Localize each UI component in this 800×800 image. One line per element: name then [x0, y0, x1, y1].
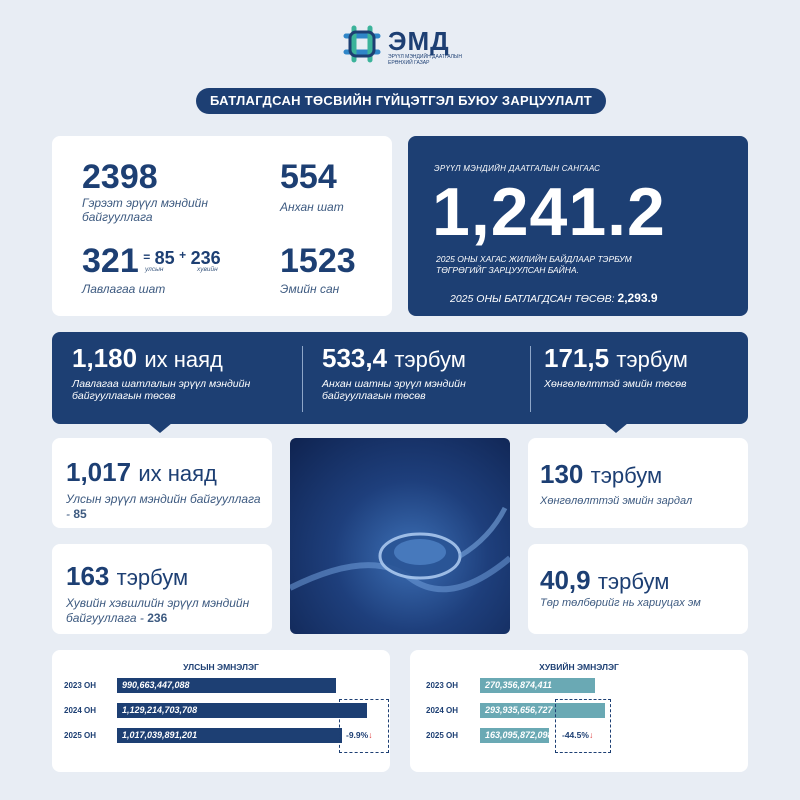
- private-hospital-chart: ХУВИЙН ЭМНЭЛЭГ 2023 ОН 270,356,874,411 202…: [410, 650, 748, 772]
- approved-budget-label: 2025 ОНЫ БАТЛАГДСАН ТӨСӨВ:: [450, 293, 615, 305]
- plus-sign: +: [179, 248, 187, 262]
- state-paid-drugs-card: 40,9 тэрбум Төр төлбөрийг нь хариуцах эм: [528, 544, 748, 634]
- drug-amount: 130: [540, 459, 584, 489]
- bar-value-label: 270,356,874,411: [485, 680, 552, 690]
- facility-stats-card: 2398 Гэрээт эрүүл мэндийн байгууллага 55…: [52, 136, 392, 316]
- private-word: хувийн: [197, 266, 218, 273]
- fund-spending-card: ЭРҮҮЛ МЭНДИЙН ДААТГАЛЫН САНГААС 1,241.2 …: [408, 136, 748, 316]
- banner-pointer-right: [604, 423, 628, 433]
- banner-num: 1,180: [72, 343, 138, 373]
- banner-unit: их наяд: [144, 347, 223, 372]
- bar: 990,663,447,088: [117, 678, 336, 693]
- bar: 293,935,656,727: [480, 703, 605, 718]
- primary-count: 554: [280, 158, 337, 196]
- banner-item-primary: 533,4 тэрбум Анхан шатны эрүүл мэндийн б…: [322, 344, 532, 402]
- private-hospitals-card: 163 тэрбум Хувийн хэвшлийн эрүүл мэндийн…: [52, 544, 272, 634]
- bar-value-label: 1,129,214,703,708: [122, 705, 198, 715]
- pharmacy-count: 1523: [280, 242, 356, 280]
- public-word: улсын: [145, 266, 164, 273]
- public-hospital-chart: УЛСЫН ЭМНЭЛЭГ 2023 ОН 990,663,447,088 2024…: [52, 650, 390, 772]
- public-unit: их наяд: [138, 461, 217, 486]
- logo-subtitle: ЭРҮҮЛ МЭНДИЙН ДААТГАЛЫН ЕРӨНХИЙ ГАЗАР: [388, 54, 462, 66]
- bar-value-label: 1,017,039,891,201: [122, 730, 198, 740]
- category-label: 2023 ОН: [426, 681, 459, 690]
- drug-label: Хөнгөлөлттэй эмийн зардал: [540, 495, 693, 507]
- pharmacy-label: Эмийн сан: [280, 282, 340, 296]
- fund-amount: 1,241.2: [432, 174, 666, 250]
- banner-item-drugs: 171,5 тэрбум Хөнгөлөлттэй эмийн төсөв: [544, 344, 744, 390]
- reference-public-count: 85: [154, 248, 175, 268]
- category-label: 2024 ОН: [426, 706, 459, 715]
- down-arrow-icon: ↓: [368, 730, 373, 740]
- stethoscope-icon: [290, 506, 510, 593]
- stethoscope-image: [290, 438, 510, 634]
- contracted-count: 2398: [82, 158, 158, 196]
- private-count: 236: [147, 611, 168, 625]
- approved-budget-value: 2,293.9: [617, 291, 658, 305]
- banner-label: Лавлагаа шатлалын эрүүл мэндийн байгуулл…: [72, 378, 251, 402]
- divider: [302, 346, 303, 412]
- divider: [530, 346, 531, 412]
- bar-value-label: 163,095,872,098: [485, 730, 553, 740]
- change-badge: -44.5%↓: [555, 699, 611, 753]
- public-amount: 1,017: [66, 457, 132, 487]
- category-label: 2025 ОН: [64, 731, 97, 740]
- private-unit: тэрбум: [116, 565, 189, 590]
- private-amount: 163: [66, 561, 110, 591]
- knot-logo-icon: [343, 25, 381, 63]
- banner-unit: тэрбум: [616, 347, 688, 372]
- change-badge: -9.9%↓: [339, 699, 389, 753]
- change-value: -9.9%↓: [346, 730, 373, 740]
- chart-title: ХУВИЙН ЭМНЭЛЭГ: [539, 662, 619, 672]
- category-label: 2023 ОН: [64, 681, 97, 690]
- state-unit: тэрбум: [597, 569, 670, 594]
- bar: 1,129,214,703,708: [117, 703, 367, 718]
- bar: 1,017,039,891,201: [117, 728, 342, 743]
- contracted-label: Гэрээт эрүүл мэндийн байгууллага: [82, 196, 208, 224]
- reference-count: 321: [82, 242, 139, 280]
- budget-banner: 1,180 их наяд Лавлагаа шатлалын эрүүл мэ…: [52, 332, 748, 424]
- public-hospitals-card: 1,017 их наяд Улсын эрүүл мэндийн байгуу…: [52, 438, 272, 528]
- bar-value-label: 990,663,447,088: [122, 680, 190, 690]
- banner-unit: тэрбум: [394, 347, 466, 372]
- banner-label: Хөнгөлөлттэй эмийн төсөв: [544, 378, 687, 390]
- banner-num: 533,4: [322, 343, 388, 373]
- reference-private-count: 236: [190, 248, 221, 268]
- bar-value-label: 293,935,656,727: [485, 705, 553, 715]
- fund-kicker: ЭРҮҮЛ МЭНДИЙН ДААТГАЛЫН САНГААС: [434, 164, 601, 173]
- private-label: Хувийн хэвшлийн эрүүл мэндийн байгууллаг…: [66, 596, 250, 625]
- banner-label: Анхан шатны эрүүл мэндийн байгууллагын т…: [322, 378, 466, 402]
- banner-item-reference: 1,180 их наяд Лавлагаа шатлалын эрүүл мэ…: [72, 344, 302, 402]
- banner-pointer-left: [148, 423, 172, 433]
- banner-num: 171,5: [544, 343, 610, 373]
- category-label: 2025 ОН: [426, 731, 459, 740]
- bar: 270,356,874,411: [480, 678, 595, 693]
- public-count: 85: [73, 507, 87, 521]
- page-title: БАТЛАГДСАН ТӨСВИЙН ГҮЙЦЭТГЭЛ БУЮУ ЗАРЦУУ…: [196, 88, 606, 114]
- logo-text: ЭМД: [388, 26, 450, 56]
- down-arrow-icon: ↓: [588, 730, 594, 740]
- fund-description: 2025 ОНЫ ХАГАС ЖИЛИЙН БАЙДЛААР ТЭРБУМ ТӨ…: [436, 254, 632, 275]
- primary-label: Анхан шат: [280, 200, 344, 214]
- chart-title: УЛСЫН ЭМНЭЛЭГ: [183, 662, 259, 672]
- state-label: Төр төлбөрийг нь хариуцах эм: [540, 597, 701, 609]
- reference-label: Лавлагаа шат: [82, 282, 166, 296]
- change-value: -44.5%↓: [562, 730, 594, 740]
- approved-budget: 2025 ОНЫ БАТЛАГДСАН ТӨСӨВ: 2,293.9: [450, 291, 658, 305]
- state-amount: 40,9: [540, 565, 591, 595]
- bar: 163,095,872,098: [480, 728, 553, 743]
- logo: ЭМД ЭРҮҮЛ МЭНДИЙН ДААТГАЛЫН ЕРӨНХИЙ ГАЗА…: [340, 22, 470, 72]
- drug-expense-card: 130 тэрбум Хөнгөлөлттэй эмийн зардал: [528, 438, 748, 528]
- equals-sign: =: [143, 250, 151, 264]
- category-label: 2024 ОН: [64, 706, 97, 715]
- reference-breakdown: 321 = 85 + 236: [82, 244, 221, 278]
- public-label: Улсын эрүүл мэндийн байгууллага -: [66, 492, 261, 521]
- drug-unit: тэрбум: [590, 463, 663, 488]
